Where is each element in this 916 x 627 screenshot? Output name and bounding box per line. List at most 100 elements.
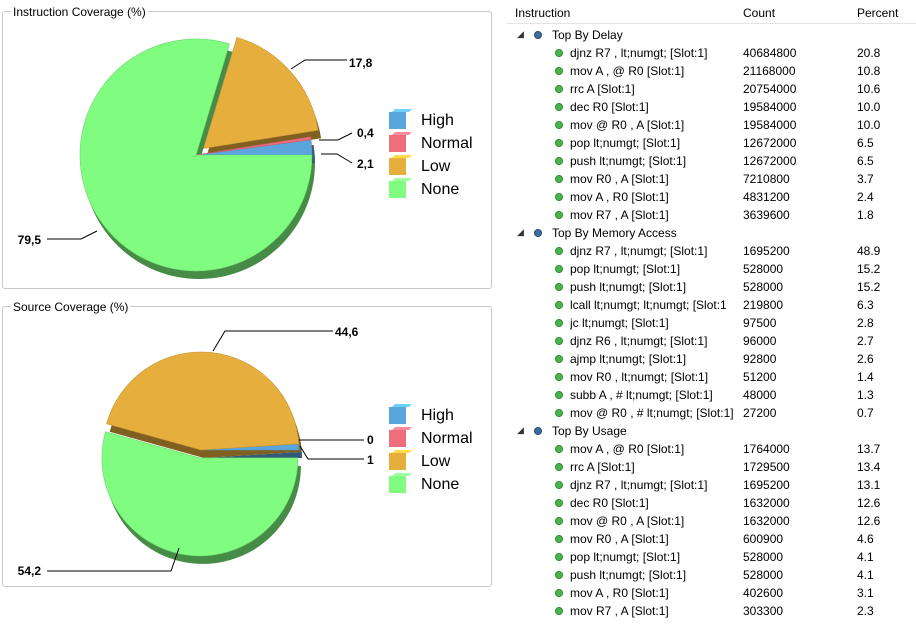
table-row[interactable]: mov R0 , A [Slot:1] 7210800 3.7	[507, 170, 916, 188]
percent-cell: 4.6	[857, 532, 874, 546]
column-header-instruction[interactable]: Instruction	[515, 6, 571, 20]
instruction-icon	[555, 157, 563, 165]
table-row[interactable]: djnz R7 , lt;numgt; [Slot:1] 40684800 20.8	[507, 44, 916, 62]
tree-group-row[interactable]: ◢ Top By Memory Access	[507, 224, 916, 242]
table-row[interactable]: mov A , R0 [Slot:1] 402600 3.1	[507, 584, 916, 602]
instruction-cell: push lt;numgt; [Slot:1]	[570, 568, 687, 582]
table-row[interactable]: ajmp lt;numgt; [Slot:1] 92800 2.6	[507, 350, 916, 368]
instruction-coverage-title: Instruction Coverage (%)	[11, 5, 148, 19]
count-cell: 12672000	[743, 154, 797, 168]
instruction-icon	[555, 319, 563, 327]
pie-slice-low[interactable]	[203, 36, 319, 149]
instruction-coverage-panel: Instruction Coverage (%) 2,1 0,4 17,8 79,5 …	[2, 5, 492, 289]
legend-swatch-low	[389, 158, 406, 175]
table-row[interactable]: rrc A [Slot:1] 20754000 10.6	[507, 80, 916, 98]
instruction-icon	[555, 301, 563, 309]
source-coverage-title: Source Coverage (%)	[11, 300, 131, 314]
table-row[interactable]: push lt;numgt; [Slot:1] 12672000 6.5	[507, 152, 916, 170]
table-row[interactable]: mov @ R0 , A [Slot:1] 1632000 12.6	[507, 512, 916, 530]
instruction-cell: jc lt;numgt; [Slot:1]	[570, 316, 669, 330]
pie-slice-none[interactable]	[101, 431, 299, 557]
table-row[interactable]: pop lt;numgt; [Slot:1] 528000 15.2	[507, 260, 916, 278]
table-row[interactable]: mov A , @ R0 [Slot:1] 21168000 10.8	[507, 62, 916, 80]
instruction-cell: mov R7 , A [Slot:1]	[570, 604, 669, 618]
table-row[interactable]: mov A , R0 [Slot:1] 4831200 2.4	[507, 188, 916, 206]
count-cell: 12672000	[743, 136, 797, 150]
pie-slice-none[interactable]	[79, 38, 313, 272]
table-row[interactable]: push lt;numgt; [Slot:1] 528000 15.2	[507, 278, 916, 296]
instruction-icon	[555, 49, 563, 57]
pie-slice-normal[interactable]	[195, 136, 312, 156]
instruction-icon	[555, 139, 563, 147]
pie-slice-depth-high	[204, 451, 302, 458]
table-row[interactable]: mov R7 , A [Slot:1] 303300 2.3	[507, 602, 916, 620]
table-row[interactable]: djnz R6 , lt;numgt; [Slot:1] 96000 2.7	[507, 332, 916, 350]
group-icon	[534, 229, 542, 237]
count-cell: 219800	[743, 298, 784, 312]
count-cell: 20754000	[743, 82, 797, 96]
table-row[interactable]: pop lt;numgt; [Slot:1] 528000 4.1	[507, 548, 916, 566]
collapse-toggle-icon[interactable]: ◢	[517, 29, 524, 39]
count-cell: 528000	[743, 262, 784, 276]
legend-item-high: High	[389, 109, 473, 132]
instruction-icon	[555, 463, 563, 471]
tree-group-row[interactable]: ◢ Top By Delay	[507, 26, 916, 44]
leader-line	[321, 153, 353, 164]
legend-item-normal: Normal	[389, 132, 473, 155]
table-row[interactable]: mov @ R0 , # lt;numgt; [Slot:1] 27200 0.7	[507, 404, 916, 422]
instruction-icon	[555, 355, 563, 363]
table-row[interactable]: mov @ R0 , A [Slot:1] 19584000 10.0	[507, 116, 916, 134]
column-header-percent[interactable]: Percent	[857, 6, 899, 20]
table-row[interactable]: djnz R7 , lt;numgt; [Slot:1] 1695200 48.9	[507, 242, 916, 260]
count-cell: 48000	[743, 388, 777, 402]
table-row[interactable]: rrc A [Slot:1] 1729500 13.4	[507, 458, 916, 476]
instruction-cell: mov A , @ R0 [Slot:1]	[570, 442, 685, 456]
percent-cell: 6.5	[857, 154, 874, 168]
instruction-cell: mov R0 , A [Slot:1]	[570, 172, 669, 186]
table-row[interactable]: djnz R7 , lt;numgt; [Slot:1] 1695200 13.1	[507, 476, 916, 494]
table-row[interactable]: lcall lt;numgt; lt;numgt; [Slot:1 219800 6…	[507, 296, 916, 314]
count-cell: 1764000	[743, 442, 790, 456]
table-row[interactable]: mov A , @ R0 [Slot:1] 1764000 13.7	[507, 440, 916, 458]
table-row[interactable]: push lt;numgt; [Slot:1] 528000 4.1	[507, 566, 916, 584]
instruction-icon	[555, 373, 563, 381]
group-icon	[534, 31, 542, 39]
table-row[interactable]: subb A , # lt;numgt; [Slot:1] 48000 1.3	[507, 386, 916, 404]
instruction-cell: pop lt;numgt; [Slot:1]	[570, 136, 681, 150]
table-row[interactable]: mov R7 , A [Slot:1] 3639600 1.8	[507, 206, 916, 224]
group-label: Top By Memory Access	[552, 226, 677, 240]
count-cell: 40684800	[743, 46, 797, 60]
instruction-coverage-pie-chart: 2,1 0,4 17,8 79,5	[18, 36, 374, 280]
percent-cell: 4.1	[857, 550, 874, 564]
instruction-icon	[555, 445, 563, 453]
collapse-toggle-icon[interactable]: ◢	[517, 425, 524, 435]
legend-swatch-none	[389, 476, 406, 493]
percent-cell: 10.0	[857, 118, 881, 132]
table-header: Instruction Count Percent	[507, 0, 916, 24]
legend-label: None	[421, 180, 460, 198]
pie-slice-low[interactable]	[106, 351, 300, 451]
percent-cell: 13.1	[857, 478, 881, 492]
tree-group-row[interactable]: ◢ Top By Usage	[507, 422, 916, 440]
table-row[interactable]: jc lt;numgt; [Slot:1] 97500 2.8	[507, 314, 916, 332]
table-row[interactable]: dec R0 [Slot:1] 1632000 12.6	[507, 494, 916, 512]
percent-cell: 13.4	[857, 460, 881, 474]
table-row[interactable]: dec R0 [Slot:1] 19584000 10.0	[507, 98, 916, 116]
table-row[interactable]: pop lt;numgt; [Slot:1] 12672000 6.5	[507, 134, 916, 152]
table-row[interactable]: mov R0 , A [Slot:1] 600900 4.6	[507, 530, 916, 548]
legend-label: Low	[421, 452, 451, 470]
percent-cell: 12.6	[857, 496, 881, 510]
percent-cell: 2.8	[857, 316, 874, 330]
leader-line	[47, 230, 98, 240]
legend-swatch-high	[389, 407, 406, 424]
instruction-icon	[555, 571, 563, 579]
instruction-coverage-legend: High Normal Low None	[389, 109, 473, 201]
count-cell: 528000	[743, 280, 784, 294]
collapse-toggle-icon[interactable]: ◢	[517, 227, 524, 237]
instruction-cell: mov @ R0 , A [Slot:1]	[570, 118, 685, 132]
group-icon	[534, 427, 542, 435]
column-header-count[interactable]: Count	[743, 6, 776, 20]
instruction-cell: pop lt;numgt; [Slot:1]	[570, 262, 681, 276]
table-row[interactable]: mov R0 , lt;numgt; [Slot:1] 51200 1.4	[507, 368, 916, 386]
instruction-cell: dec R0 [Slot:1]	[570, 100, 649, 114]
